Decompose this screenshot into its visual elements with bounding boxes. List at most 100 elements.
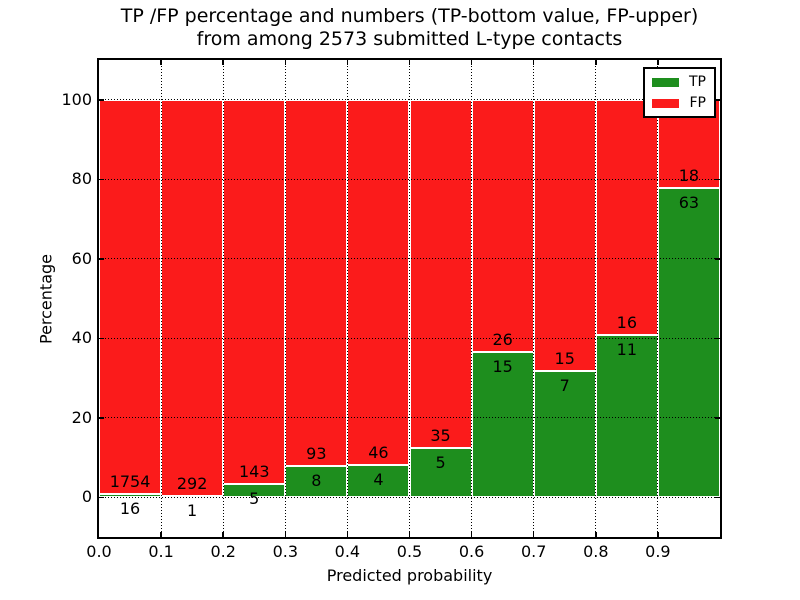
bar-tp-segment — [347, 465, 410, 498]
fp-count-label: 35 — [430, 425, 451, 445]
bar-tp-segment — [285, 465, 348, 498]
fp-count-label: 26 — [492, 329, 513, 349]
figure-title-line1: TP /FP percentage and numbers (TP-bottom… — [120, 5, 699, 27]
legend-item-tp: TP — [652, 75, 706, 89]
gridline-vertical — [160, 60, 162, 537]
x-tick-mark — [470, 532, 473, 537]
x-tick-mark — [657, 60, 659, 65]
gridline-horizontal — [99, 258, 720, 260]
fp-count-label: 143 — [238, 461, 270, 481]
legend-swatch-fp — [652, 98, 679, 108]
tp-count-label: 4 — [373, 470, 384, 490]
bar-fp-segment — [161, 99, 224, 496]
y-tick-label: 0 — [81, 487, 92, 507]
gridline-vertical — [346, 60, 348, 537]
bar-fp-segment — [285, 99, 348, 466]
figure-title-line2: from among 2573 submitted L-type contact… — [196, 28, 623, 50]
fp-count-label: 1754 — [109, 471, 151, 491]
y-tick-mark — [99, 99, 104, 101]
x-tick-label: 0.6 — [458, 542, 485, 561]
x-tick-mark — [346, 532, 349, 537]
x-tick-mark — [408, 532, 411, 537]
plot-area: TP FP 1754 16 292 1 143 5 93 8 46 4 35 5 26 15 15 7 16 11… — [97, 58, 722, 539]
y-tick-label: 60 — [71, 248, 92, 268]
fp-count-label: 16 — [616, 313, 638, 333]
y-tick-mark — [715, 337, 720, 339]
x-tick-label: 0.1 — [148, 542, 174, 561]
bar-tp-segment — [223, 483, 286, 498]
x-tick-mark — [532, 532, 535, 537]
gridline-vertical — [657, 60, 659, 537]
gridline-horizontal — [99, 178, 720, 180]
gridline-vertical — [284, 60, 286, 537]
gridline-vertical — [409, 60, 410, 537]
x-tick-mark — [160, 60, 162, 65]
bar-fp-segment — [223, 99, 286, 484]
x-tick-label: 0.3 — [272, 542, 299, 561]
tp-count-label: 5 — [435, 452, 446, 472]
bar-fp-segment — [409, 99, 472, 448]
fp-count-label: 292 — [176, 473, 208, 493]
y-tick-mark — [715, 417, 720, 419]
y-tick-mark — [715, 99, 720, 101]
x-tick-mark — [346, 60, 349, 65]
gridline-horizontal — [99, 417, 720, 419]
tp-count-label: 11 — [616, 340, 638, 360]
legend: TP FP — [643, 67, 716, 118]
bar-fp-segment — [99, 99, 162, 494]
y-tick-mark — [99, 178, 104, 180]
tp-count-label: 15 — [492, 356, 513, 376]
gridline-vertical — [471, 60, 473, 537]
x-tick-mark — [284, 532, 287, 537]
bar-fp-segment — [595, 99, 658, 336]
y-tick-label: 100 — [61, 89, 92, 109]
y-tick-label: 20 — [71, 407, 92, 427]
bar-tp-segment — [595, 335, 658, 498]
x-tick-mark — [470, 60, 473, 65]
x-tick-mark — [595, 532, 597, 537]
bar-fp-segment — [533, 99, 596, 371]
legend-label-tp: TP — [689, 74, 706, 90]
x-axis-label: Predicted probability — [326, 566, 493, 585]
fp-count-label: 18 — [678, 166, 700, 186]
x-tick-mark — [532, 60, 535, 65]
bar-fp-segment — [471, 99, 534, 352]
fp-count-label: 93 — [306, 443, 327, 463]
x-tick-mark — [284, 60, 287, 65]
tp-count-label: 16 — [119, 498, 141, 518]
y-tick-mark — [715, 258, 720, 260]
gridline-vertical — [595, 60, 597, 537]
gridline-vertical — [222, 60, 224, 537]
tp-count-label: 1 — [187, 500, 198, 520]
x-tick-label: 0.8 — [583, 542, 609, 561]
y-tick-mark — [99, 496, 104, 498]
legend-swatch-tp — [652, 77, 679, 87]
gridline-horizontal — [99, 99, 720, 101]
tp-count-label: 5 — [249, 488, 260, 508]
y-tick-mark — [715, 178, 720, 180]
x-tick-label: 0.5 — [396, 542, 423, 561]
y-tick-mark — [99, 417, 104, 419]
x-tick-mark — [222, 60, 224, 65]
fp-count-label: 15 — [554, 348, 575, 368]
bar-tp-segment — [409, 447, 472, 498]
y-tick-label: 80 — [71, 169, 92, 189]
gridline-vertical — [533, 60, 535, 537]
x-tick-mark — [408, 60, 411, 65]
bar-tp-segment — [471, 351, 534, 498]
y-tick-mark — [715, 496, 720, 498]
bar-tp-segment — [657, 188, 720, 498]
x-tick-mark — [595, 60, 597, 65]
legend-item-fp: FP — [652, 96, 706, 110]
y-tick-label: 40 — [71, 328, 92, 348]
gridline-horizontal — [99, 337, 720, 339]
x-tick-mark — [222, 532, 224, 537]
y-tick-mark — [99, 337, 104, 339]
bar-fp-segment — [347, 99, 410, 466]
x-tick-mark — [160, 532, 162, 537]
gridline-horizontal — [99, 496, 720, 498]
x-tick-label: 0.2 — [210, 542, 236, 561]
figure-title: TP /FP percentage and numbers (TP-bottom… — [97, 5, 722, 51]
y-tick-mark — [99, 258, 104, 260]
